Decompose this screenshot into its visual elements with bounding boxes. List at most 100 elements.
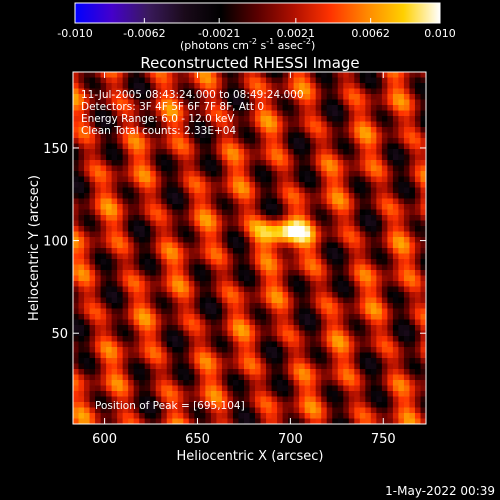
heatmap-cell	[403, 116, 411, 123]
heatmap-cell	[271, 264, 278, 271]
heatmap-cell	[166, 248, 173, 255]
heatmap-cell	[420, 369, 426, 376]
heatmap-cell	[73, 281, 80, 288]
heatmap-cell	[155, 363, 162, 370]
heatmap-cell	[326, 138, 333, 145]
heatmap-cell	[348, 99, 355, 106]
heatmap-cell	[321, 314, 328, 321]
heatmap-cell	[227, 281, 234, 288]
y-tick-label: 100	[43, 235, 68, 250]
heatmap-cell	[348, 121, 355, 128]
heatmap-cell	[221, 402, 229, 409]
heatmap-cell	[293, 193, 300, 200]
heatmap-cell	[381, 176, 388, 183]
heatmap-cell	[205, 83, 212, 90]
heatmap-cell	[260, 209, 267, 216]
heatmap-cell	[84, 341, 91, 348]
heatmap-cell	[232, 220, 240, 227]
heatmap-cell	[106, 363, 113, 370]
heatmap-cell	[243, 281, 251, 288]
heatmap-cell	[310, 105, 317, 112]
heatmap-cell	[144, 143, 151, 150]
heatmap-cell	[332, 380, 339, 387]
heatmap-cell	[299, 138, 306, 145]
heatmap-cell	[150, 319, 157, 326]
heatmap-cell	[343, 391, 350, 398]
heatmap-cell	[376, 204, 383, 211]
heatmap-cell	[282, 385, 289, 392]
heatmap-cell	[299, 336, 306, 343]
heatmap-cell	[210, 204, 218, 211]
heatmap-cell	[210, 363, 218, 370]
heatmap-cell	[100, 374, 107, 381]
heatmap-cell	[288, 374, 295, 381]
heatmap-cell	[84, 209, 91, 216]
heatmap-cell	[172, 149, 179, 156]
heatmap-cell	[227, 215, 234, 222]
heatmap-cell	[249, 330, 256, 337]
heatmap-cell	[89, 160, 96, 167]
heatmap-cell	[227, 292, 234, 299]
heatmap-cell	[199, 281, 206, 288]
heatmap-cell	[387, 314, 394, 321]
heatmap-cell	[106, 193, 113, 200]
heatmap-cell	[144, 286, 151, 293]
heatmap-cell	[188, 336, 195, 343]
heatmap-cell	[398, 160, 405, 167]
heatmap-cell	[354, 149, 361, 156]
heatmap-cell	[304, 110, 311, 117]
heatmap-cell	[293, 352, 300, 359]
heatmap-cell	[337, 391, 344, 398]
heatmap-cell	[376, 160, 383, 167]
heatmap-cell	[315, 138, 322, 145]
heatmap-cell	[144, 94, 151, 101]
heatmap-cell	[177, 215, 184, 222]
heatmap-cell	[293, 391, 300, 398]
heatmap-cell	[183, 77, 190, 84]
heatmap-cell	[205, 396, 212, 403]
heatmap-cell	[255, 303, 262, 310]
heatmap-cell	[343, 204, 350, 211]
heatmap-cell	[199, 396, 206, 403]
heatmap-cell	[255, 110, 262, 117]
heatmap-cell	[387, 165, 394, 172]
heatmap-cell	[409, 220, 416, 227]
heatmap-cell	[288, 341, 295, 348]
heatmap-cell	[89, 72, 96, 79]
heatmap-cell	[210, 341, 218, 348]
heatmap-cell	[227, 193, 234, 200]
heatmap-cell	[299, 176, 306, 183]
heatmap-cell	[293, 143, 300, 150]
heatmap-cell	[288, 237, 295, 244]
heatmap-cell	[194, 99, 201, 106]
heatmap-cell	[183, 396, 190, 403]
heatmap-cell	[288, 209, 295, 216]
heatmap-cell	[122, 193, 129, 200]
heatmap-cell	[100, 242, 107, 249]
heatmap-cell	[392, 110, 400, 117]
heatmap-cell	[260, 215, 267, 222]
heatmap-cell	[310, 391, 317, 398]
heatmap-cell	[249, 352, 256, 359]
heatmap-cell	[332, 270, 339, 277]
heatmap-cell	[354, 193, 361, 200]
heatmap-cell	[238, 204, 245, 211]
heatmap-cell	[370, 237, 377, 244]
heatmap-cell	[166, 127, 173, 134]
heatmap-cell	[387, 132, 394, 139]
heatmap-cell	[177, 281, 184, 288]
heatmap-cell	[78, 204, 85, 211]
heatmap-cell	[387, 193, 394, 200]
heatmap-cell	[343, 270, 350, 277]
heatmap-cell	[348, 259, 355, 266]
heatmap-cell	[238, 83, 245, 90]
heatmap-cell	[227, 105, 234, 112]
heatmap-cell	[188, 176, 195, 183]
heatmap-cell	[315, 286, 322, 293]
heatmap-cell	[177, 336, 184, 343]
heatmap-cell	[177, 396, 184, 403]
x-tick-label: 750	[371, 432, 396, 447]
heatmap-cell	[326, 127, 333, 134]
heatmap-cell	[172, 281, 179, 288]
heatmap-cell	[106, 116, 113, 123]
